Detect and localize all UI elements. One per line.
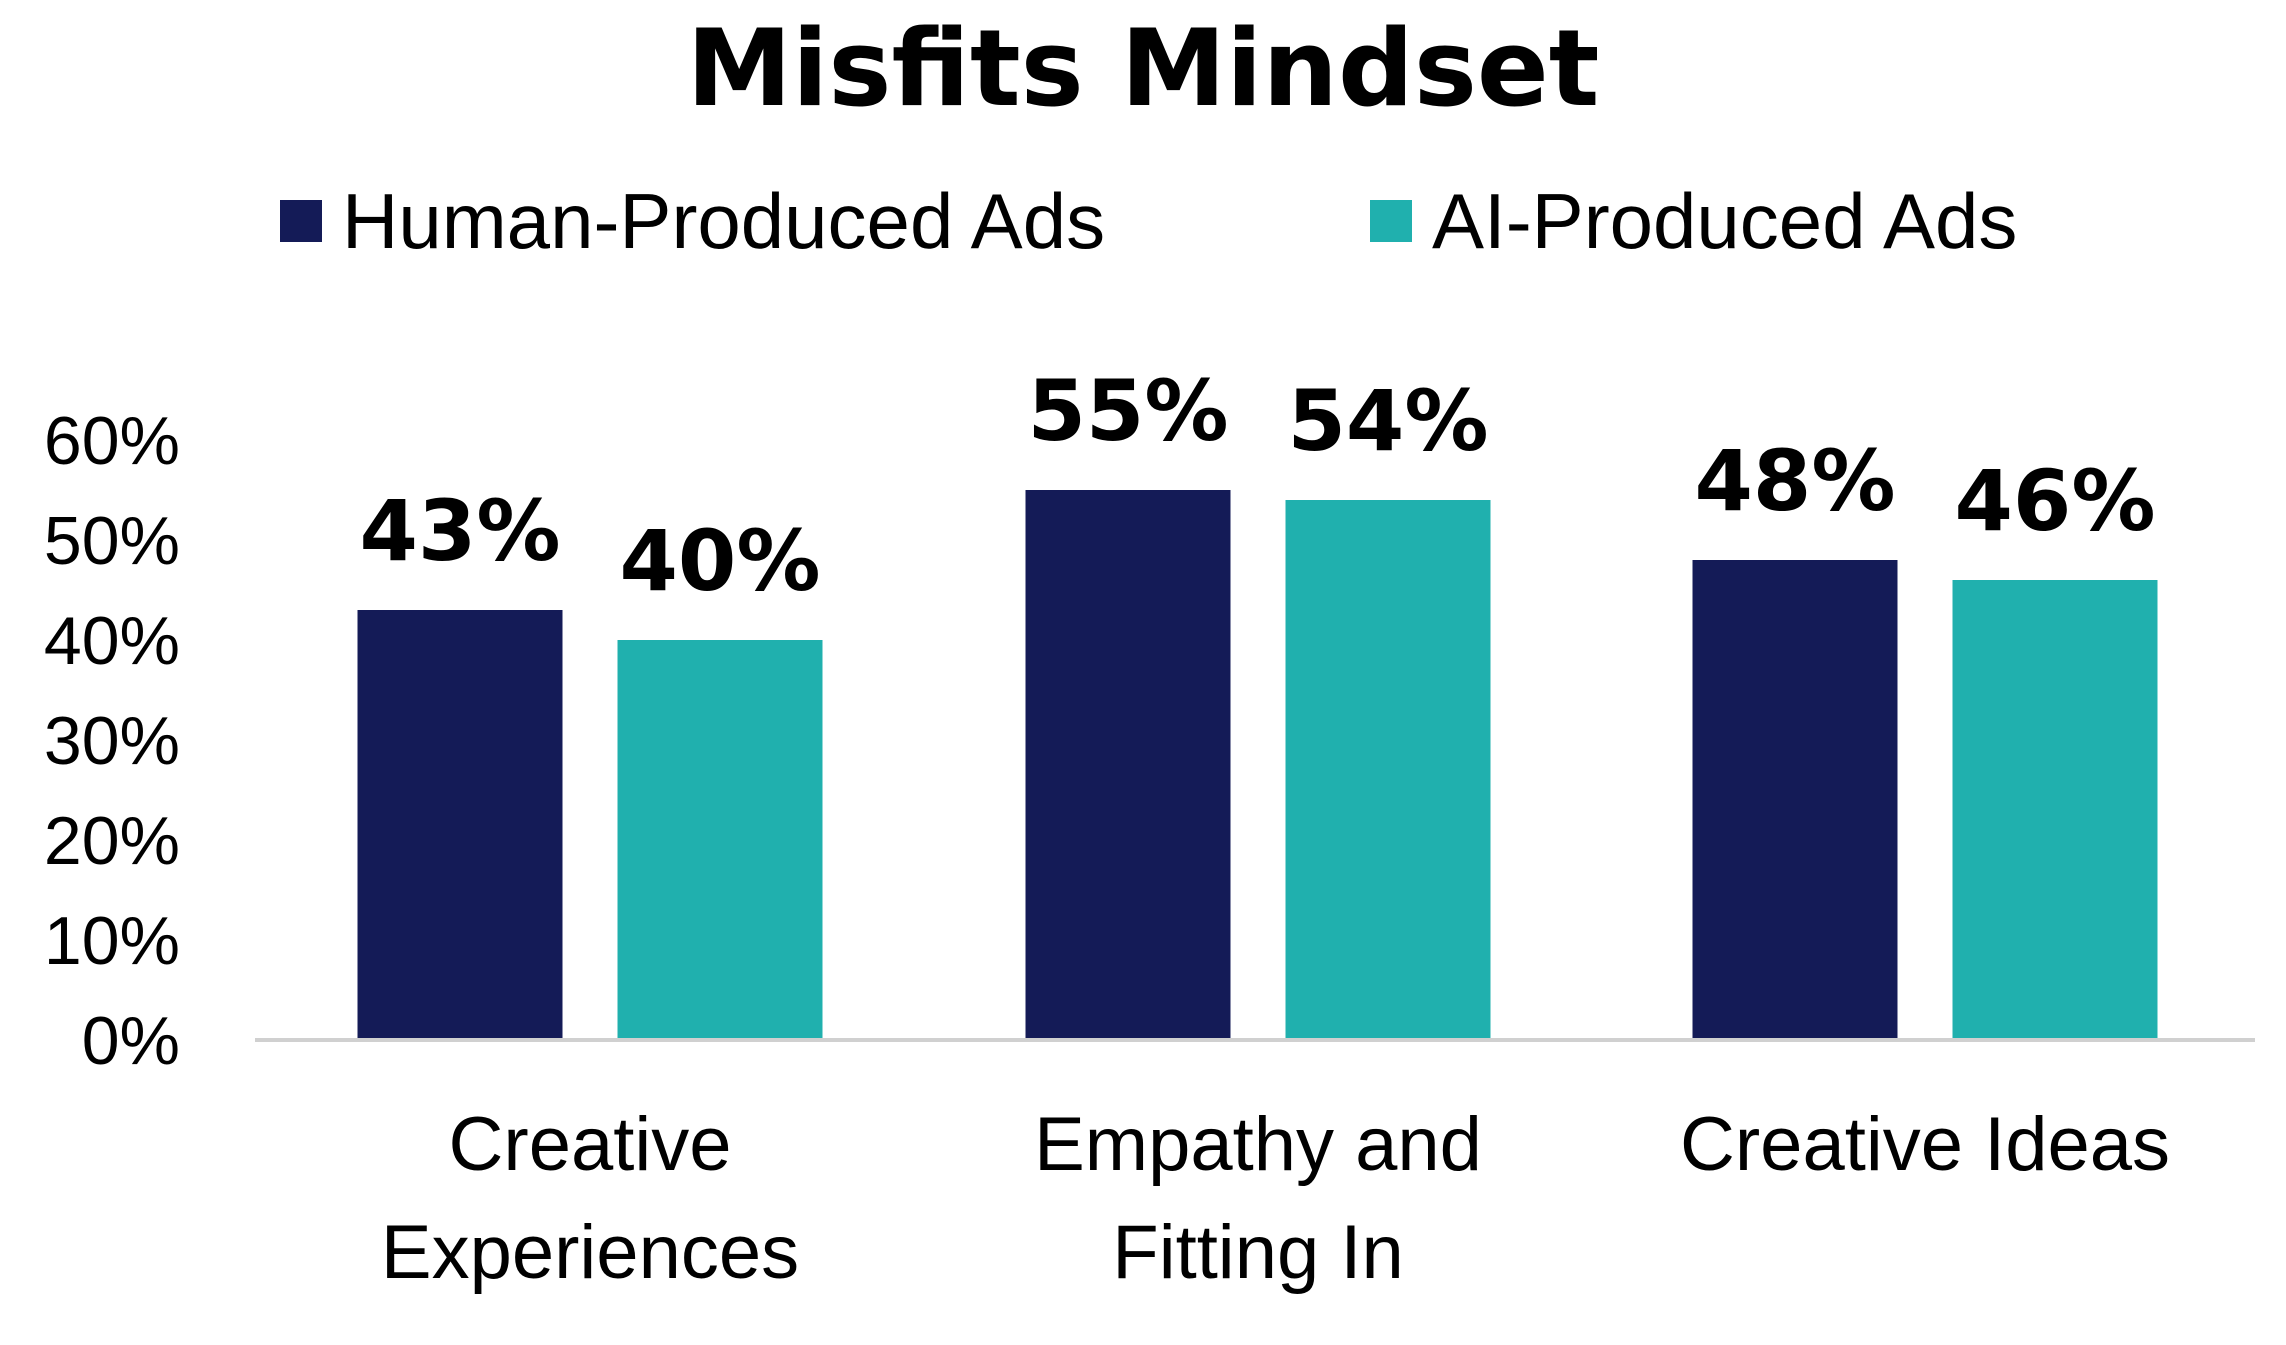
value-labels: 43% 55% 48% 40% 54% 46% xyxy=(359,362,2155,610)
category-label: Creative xyxy=(449,1102,732,1187)
value-label-ai-2: 46% xyxy=(1954,452,2155,550)
legend: Human-Produced Ads AI-Produced Ads xyxy=(280,177,2017,265)
category-label: Empathy and xyxy=(1034,1102,1482,1187)
legend-label-ai: AI-Produced Ads xyxy=(1432,177,2017,265)
value-label-ai-1: 54% xyxy=(1287,372,1488,470)
category-label: Creative Ideas xyxy=(1680,1102,2170,1187)
y-tick-label: 60% xyxy=(44,403,180,479)
value-label-human-2: 48% xyxy=(1694,432,1895,530)
y-tick-label: 0% xyxy=(82,1003,180,1079)
chart-title: Misfits Mindset xyxy=(687,7,1600,130)
y-tick-label: 20% xyxy=(44,803,180,879)
bar-human-2 xyxy=(1692,560,1898,1040)
bar-ai-0 xyxy=(617,640,823,1040)
bars xyxy=(357,490,2158,1040)
bar-human-0 xyxy=(357,610,563,1040)
bar-human-1 xyxy=(1025,490,1231,1040)
value-label-human-0: 43% xyxy=(359,482,560,580)
y-tick-label: 30% xyxy=(44,703,180,779)
category-label: Experiences xyxy=(381,1210,799,1295)
legend-label-human: Human-Produced Ads xyxy=(342,177,1105,265)
category-label: Fitting In xyxy=(1112,1210,1403,1295)
bar-ai-2 xyxy=(1952,580,2158,1040)
value-label-ai-0: 40% xyxy=(619,512,820,610)
legend-swatch-ai xyxy=(1370,200,1412,242)
y-axis-ticks: 0% 10% 20% 30% 40% 50% 60% xyxy=(44,403,180,1079)
legend-swatch-human xyxy=(280,200,322,242)
y-tick-label: 40% xyxy=(44,603,180,679)
bar-ai-1 xyxy=(1285,500,1491,1040)
y-tick-label: 50% xyxy=(44,503,180,579)
category-labels: Creative Experiences Empathy and Fitting In… xyxy=(381,1102,2170,1295)
y-tick-label: 10% xyxy=(44,903,180,979)
value-label-human-1: 55% xyxy=(1027,362,1228,460)
